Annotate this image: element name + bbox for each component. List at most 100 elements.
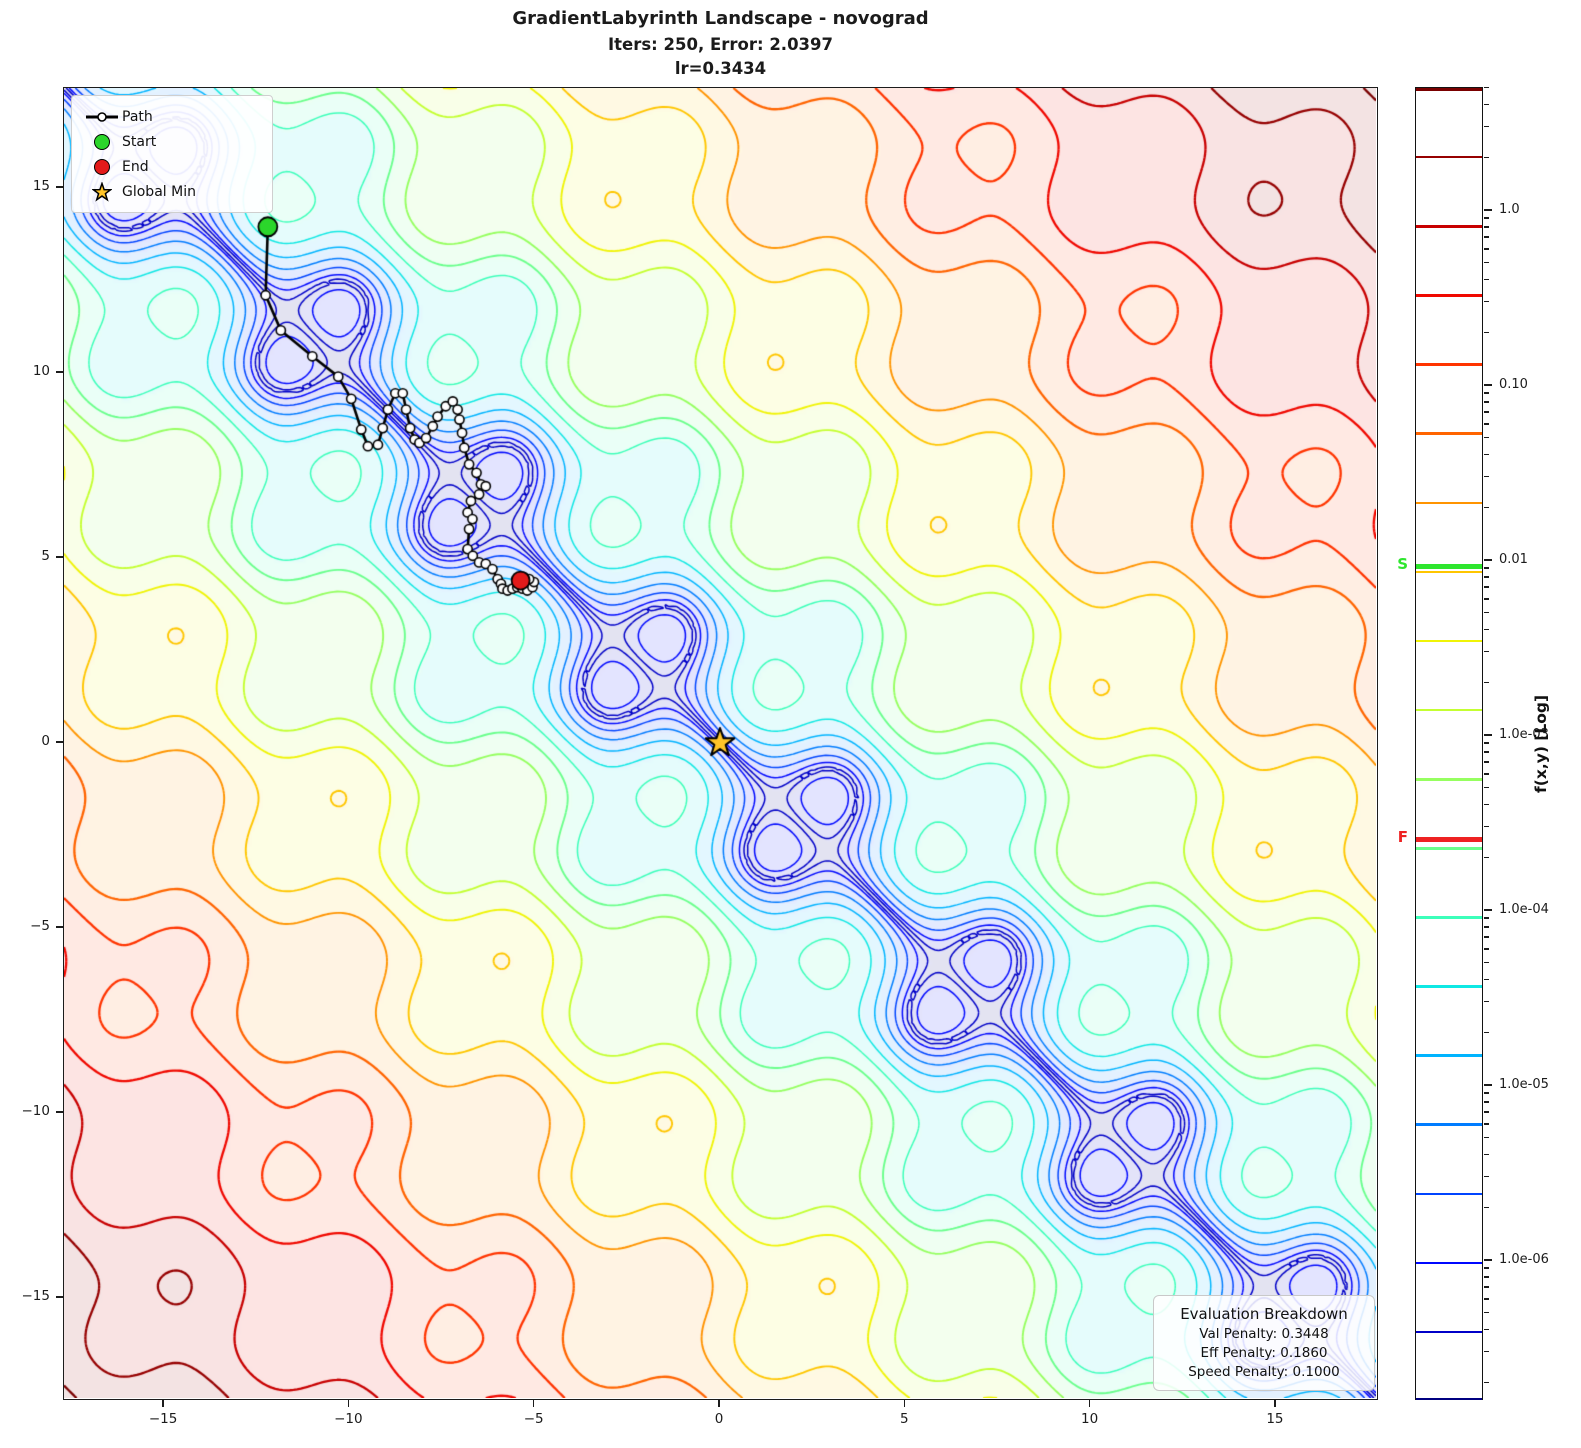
path-line-icon <box>82 111 122 123</box>
legend-label-global-min: Global Min <box>122 183 196 200</box>
colorbar-final-marker-label: F <box>1397 828 1408 847</box>
colorbar-minor-tick-mark <box>1484 1123 1489 1125</box>
colorbar-minor-tick-mark <box>1484 217 1489 219</box>
start-marker-icon <box>82 133 122 150</box>
colorbar-minor-tick-mark <box>1484 1298 1489 1300</box>
colorbar-level-line <box>1416 777 1482 781</box>
y-tick-label: 5 <box>41 547 50 564</box>
colorbar-minor-tick-mark <box>1484 156 1489 159</box>
colorbar-minor-tick-mark <box>1484 1031 1489 1034</box>
x-tick-mark <box>1088 1400 1091 1407</box>
contour-plot-area: Path Start End Global Min Evaluation Bre… <box>63 87 1378 1400</box>
colorbar-level-line <box>1416 1330 1482 1334</box>
colorbar-minor-tick-mark <box>1484 1175 1489 1178</box>
colorbar-minor-tick-mark <box>1484 392 1489 394</box>
x-tick-label: −10 <box>334 1411 363 1427</box>
colorbar-minor-tick-mark <box>1484 411 1489 413</box>
x-tick-label: 0 <box>714 1411 724 1427</box>
colorbar-tick-mark <box>1484 209 1492 211</box>
y-tick-mark <box>56 1296 63 1298</box>
colorbar-level-line <box>1416 432 1482 436</box>
y-tick-mark <box>56 1111 63 1113</box>
colorbar-tick-label: 0.01 <box>1499 552 1528 568</box>
colorbar-minor-tick-mark <box>1484 825 1489 828</box>
colorbar-minor-tick-mark <box>1484 742 1489 744</box>
colorbar-tick-label: 1.0e-06 <box>1499 1252 1549 1267</box>
colorbar-tick-mark <box>1484 384 1492 386</box>
legend-label-path: Path <box>122 108 153 125</box>
colorbar-minor-tick-mark <box>1484 650 1489 653</box>
colorbar-start-level-line <box>1416 563 1482 569</box>
y-tick-mark <box>56 556 63 558</box>
colorbar-minor-tick-mark <box>1484 125 1489 128</box>
colorbar-tick-label: 1.0e-05 <box>1499 1077 1549 1092</box>
chart-title: GradientLabyrinth Landscape - novograd <box>512 8 929 29</box>
colorbar-minor-tick-mark <box>1484 576 1489 578</box>
colorbar-minor-tick-mark <box>1484 1111 1489 1113</box>
colorbar-minor-tick-mark <box>1484 436 1489 439</box>
colorbar-level-line <box>1416 88 1482 91</box>
colorbar-minor-tick-mark <box>1484 506 1489 509</box>
colorbar-minor-tick-mark <box>1484 1350 1489 1353</box>
y-tick-label: −10 <box>21 1103 51 1120</box>
colorbar-minor-tick-mark <box>1484 681 1489 684</box>
x-tick-mark <box>532 1400 535 1407</box>
colorbar-minor-tick-mark <box>1484 1092 1489 1094</box>
colorbar-level-line <box>1416 639 1482 643</box>
colorbar-minor-tick-mark <box>1484 1136 1489 1139</box>
colorbar-level-line <box>1416 1397 1482 1401</box>
legend-item-global-min: Global Min <box>82 179 262 204</box>
colorbar-minor-tick-mark <box>1484 961 1489 964</box>
colorbar-minor-tick-mark <box>1484 751 1489 753</box>
legend-item-start: Start <box>82 129 262 154</box>
x-tick-label: −15 <box>148 1411 178 1427</box>
y-tick-label: −5 <box>30 918 50 935</box>
colorbar-minor-tick-mark <box>1484 1206 1489 1209</box>
colorbar-start-marker-label: S <box>1397 555 1408 574</box>
colorbar-level-line <box>1416 708 1482 712</box>
y-tick-mark <box>56 371 63 373</box>
colorbar-minor-tick-mark <box>1484 236 1489 238</box>
legend-label-start: Start <box>122 133 157 150</box>
colorbar-minor-tick-mark <box>1484 1000 1489 1003</box>
colorbar-level-line <box>1416 847 1482 850</box>
colorbar-level-line <box>1416 1261 1482 1265</box>
colorbar-minor-tick-mark <box>1484 226 1489 228</box>
colorbar-level-line <box>1416 225 1482 228</box>
y-tick-label: −15 <box>21 1288 51 1305</box>
colorbar-level-line <box>1416 501 1482 505</box>
y-tick-label: 15 <box>32 177 50 194</box>
colorbar-minor-tick-mark <box>1484 1311 1489 1314</box>
colorbar-minor-tick-mark <box>1484 856 1489 859</box>
x-tick-mark <box>347 1400 350 1407</box>
y-tick-mark <box>56 926 63 928</box>
colorbar-minor-tick-mark <box>1484 628 1489 631</box>
x-tick-label: 10 <box>1081 1411 1099 1427</box>
colorbar-tick-mark <box>1484 734 1492 736</box>
legend-item-path: Path <box>82 104 262 129</box>
colorbar-minor-tick-mark <box>1484 1276 1489 1278</box>
colorbar-final-level-line <box>1416 836 1482 842</box>
colorbar-minor-tick-mark <box>1484 1101 1489 1103</box>
y-tick-label: 0 <box>41 733 50 749</box>
colorbar-level-line <box>1416 363 1482 366</box>
colorbar-tick-label: 0.10 <box>1499 377 1528 393</box>
legend-label-end: End <box>122 158 149 175</box>
x-tick-label: 15 <box>1266 1411 1284 1427</box>
x-tick-mark <box>1274 1400 1276 1407</box>
colorbar-minor-tick-mark <box>1484 611 1489 614</box>
colorbar-tick-label: 1.0e-03 <box>1499 727 1549 742</box>
colorbar-axis-label: f(x,y) [Log] <box>1532 694 1550 793</box>
colorbar-level-line <box>1416 294 1482 297</box>
x-tick-mark <box>162 1400 164 1407</box>
colorbar-tick-label: 1.0e-04 <box>1499 902 1549 917</box>
colorbar-tick-mark <box>1484 1084 1492 1086</box>
y-tick-mark <box>56 186 63 188</box>
colorbar-minor-tick-mark <box>1484 803 1489 806</box>
colorbar-minor-tick-mark <box>1484 300 1489 303</box>
colorbar-tick-label: 1.0 <box>1499 202 1520 218</box>
x-tick-label: −5 <box>523 1411 544 1427</box>
end-marker-icon <box>82 158 122 175</box>
colorbar-tick-mark <box>1484 559 1492 561</box>
